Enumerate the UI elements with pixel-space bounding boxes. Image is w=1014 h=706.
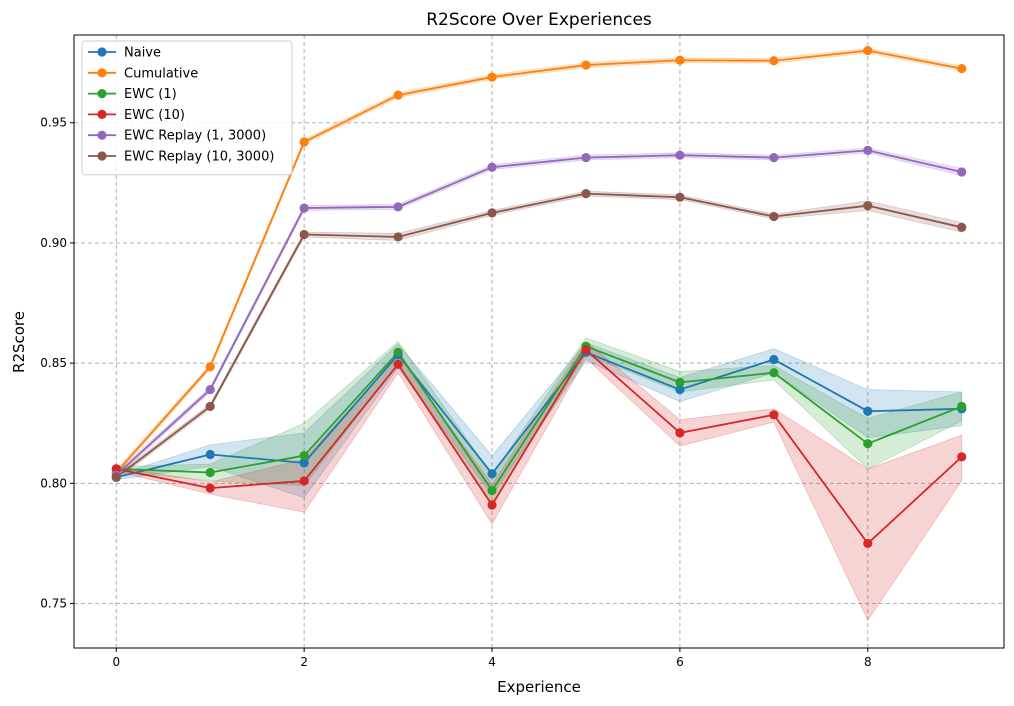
data-point [299,451,309,461]
legend-label: Cumulative [124,66,198,81]
confidence-band-2 [115,337,963,505]
data-point [487,72,497,82]
series-line-0 [116,351,962,479]
data-point [205,384,215,395]
y-tick-label: 0.85 [40,356,67,370]
data-point [581,189,591,199]
data-point [957,401,967,412]
data-point [581,60,591,70]
data-point [205,449,215,460]
legend-marker [97,89,107,99]
confidence-bands [115,47,963,622]
data-point [957,222,967,232]
x-tick-label: 6 [676,655,684,669]
legend-label: EWC Replay (1, 3000) [124,129,266,144]
data-point [675,150,685,160]
legend-label: EWC (1) [124,87,177,102]
data-point [863,406,873,416]
y-tick-label: 0.75 [40,597,67,611]
x-axis-ticks: 0 2 4 6 8 [112,648,872,669]
data-point [769,368,779,378]
x-tick-label: 2 [300,655,308,669]
data-point [205,362,215,372]
y-tick-label: 0.80 [40,476,67,490]
data-point [863,439,873,449]
data-point [299,458,309,468]
data-point [487,208,497,218]
legend-label: EWC Replay (10, 3000) [124,150,274,165]
data-point [769,211,779,222]
legend-marker [97,130,107,140]
data-point [111,472,121,482]
data-point [487,469,497,479]
data-point [487,500,497,510]
legend-label: EWC (10) [124,108,185,123]
data-point [769,56,779,66]
legend-marker [97,47,107,57]
series-line-5 [115,192,962,479]
series-line-4 [115,149,962,476]
y-axis-ticks: 0.75 0.80 0.85 0.90 0.95 [40,116,74,611]
data-point [863,46,873,56]
data-point [675,192,685,202]
legend: Naive Cumulative EWC (1) EWC (10) EWC Replay… [81,40,293,176]
data-point [299,203,309,213]
data-point [393,232,403,242]
data-point [205,467,215,478]
data-point [581,153,591,163]
data-point [769,410,779,420]
data-point [769,354,779,365]
data-point [393,90,403,100]
data-point [393,347,403,357]
series-points [111,46,967,549]
data-point [863,145,873,155]
data-point [393,202,403,212]
x-tick-label: 4 [488,655,496,669]
legend-box [81,40,293,176]
series-lines [115,49,963,545]
data-point [957,452,967,462]
data-point [675,377,685,387]
x-axis-label: Experience [497,678,581,696]
series-line-2 [116,345,963,492]
series-line-3 [116,349,963,545]
y-tick-label: 0.95 [40,116,67,130]
x-tick-label: 8 [864,655,872,669]
data-point [863,538,873,549]
data-point [299,137,309,147]
data-point [581,345,591,355]
data-point [863,201,873,211]
data-point [299,229,309,240]
confidence-band-0 [115,342,963,499]
data-point [675,55,685,65]
legend-marker [97,68,107,78]
y-tick-label: 0.90 [40,236,67,250]
data-point [205,483,215,493]
plot-frame [73,34,1005,649]
data-point [675,428,685,438]
confidence-band-5 [115,190,963,481]
data-point [769,153,779,163]
data-point [957,64,967,74]
series-line-1 [115,49,962,474]
legend-marker [97,151,107,161]
y-axis-label: R2Score [10,311,28,373]
data-point [205,401,215,412]
data-point [299,476,309,486]
legend-label: Naive [124,46,161,61]
legend-marker [97,109,107,119]
data-point [487,485,497,496]
x-tick-label: 0 [112,655,120,669]
data-point [487,162,497,172]
data-point [957,167,967,177]
data-point [675,384,685,395]
chart-title: R2Score Over Experiences [426,10,652,30]
data-point [393,359,403,369]
